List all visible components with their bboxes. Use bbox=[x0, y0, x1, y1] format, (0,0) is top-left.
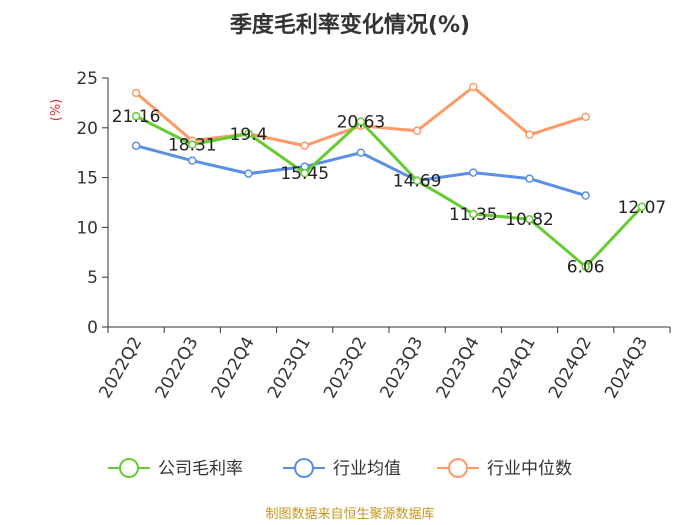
data-point bbox=[525, 214, 534, 224]
y-tick-label: 5 bbox=[87, 268, 98, 288]
legend-marker bbox=[119, 458, 139, 478]
data-point bbox=[469, 168, 478, 177]
data-point bbox=[581, 191, 590, 200]
data-point bbox=[525, 130, 534, 140]
data-point bbox=[188, 140, 197, 149]
y-axis-unit: (%) bbox=[49, 99, 64, 122]
data-point bbox=[188, 156, 197, 165]
x-tick-label: 2023Q1 bbox=[264, 334, 315, 402]
legend-item-1: 行业均值 bbox=[283, 458, 401, 479]
data-label: 6.06 bbox=[567, 258, 605, 278]
data-point bbox=[356, 148, 366, 157]
data-point bbox=[131, 141, 141, 150]
x-tick-label: 2024Q1 bbox=[489, 334, 540, 402]
data-label: 15.45 bbox=[280, 164, 329, 184]
legend-marker bbox=[448, 458, 468, 478]
data-label: 11.35 bbox=[449, 205, 498, 225]
x-tick-label: 2022Q4 bbox=[208, 334, 259, 402]
x-tick-label: 2022Q3 bbox=[152, 334, 203, 402]
data-label: 21.16 bbox=[112, 107, 161, 127]
data-point bbox=[244, 169, 253, 178]
data-label: 14.69 bbox=[393, 172, 442, 192]
legend-item-0: 公司毛利率 bbox=[108, 458, 243, 479]
data-label: 20.63 bbox=[337, 113, 386, 133]
data-point bbox=[244, 129, 253, 139]
y-tick-label: 15 bbox=[76, 169, 98, 189]
x-tick-label: 2024Q2 bbox=[545, 334, 596, 402]
data-labels: 21.16 18.31 19.4 15.45 20.63 14.69 11.35 10.82 6… bbox=[112, 107, 666, 277]
x-tick-label: 2024Q3 bbox=[601, 334, 652, 402]
legend-label: 行业中位数 bbox=[487, 459, 572, 479]
x-tick-label: 2022Q2 bbox=[95, 334, 146, 402]
chart-title: 季度毛利率变化情况(%) bbox=[230, 12, 470, 38]
data-point bbox=[300, 141, 309, 150]
data-point bbox=[131, 88, 141, 98]
data-point bbox=[525, 174, 534, 183]
data-point bbox=[581, 112, 590, 122]
y-tick-label: 0 bbox=[87, 318, 98, 338]
data-label: 18.31 bbox=[168, 136, 217, 156]
data-label: 12.07 bbox=[618, 198, 667, 218]
data-point bbox=[131, 111, 141, 121]
legend-marker bbox=[294, 458, 314, 478]
data-point bbox=[412, 176, 422, 185]
y-tick-label: 25 bbox=[76, 69, 98, 89]
y-tick-label: 20 bbox=[76, 119, 98, 139]
data-point bbox=[581, 262, 590, 271]
data-point bbox=[300, 168, 309, 178]
data-point bbox=[412, 126, 422, 136]
y-tick-label: 10 bbox=[76, 218, 98, 238]
legend-item-2: 行业中位数 bbox=[437, 458, 572, 479]
series-0 bbox=[131, 111, 647, 271]
x-tick-label: 2023Q2 bbox=[320, 334, 371, 402]
series-line bbox=[135, 114, 643, 269]
legend: 公司毛利率 行业均值 行业中位数 bbox=[108, 458, 572, 479]
data-label: 19.4 bbox=[230, 125, 268, 145]
data-label: 10.82 bbox=[505, 210, 554, 230]
legend-label: 公司毛利率 bbox=[158, 459, 243, 479]
source-note: 制图数据来自恒生聚源数据库 bbox=[265, 506, 434, 522]
data-point bbox=[469, 209, 478, 219]
series-layer bbox=[131, 82, 647, 271]
x-tick-label: 2023Q4 bbox=[433, 334, 484, 402]
data-point bbox=[469, 82, 478, 92]
data-point bbox=[637, 202, 647, 212]
legend-label: 行业均值 bbox=[333, 459, 401, 479]
x-tick-label: 2023Q3 bbox=[376, 334, 427, 402]
data-point bbox=[356, 117, 366, 126]
